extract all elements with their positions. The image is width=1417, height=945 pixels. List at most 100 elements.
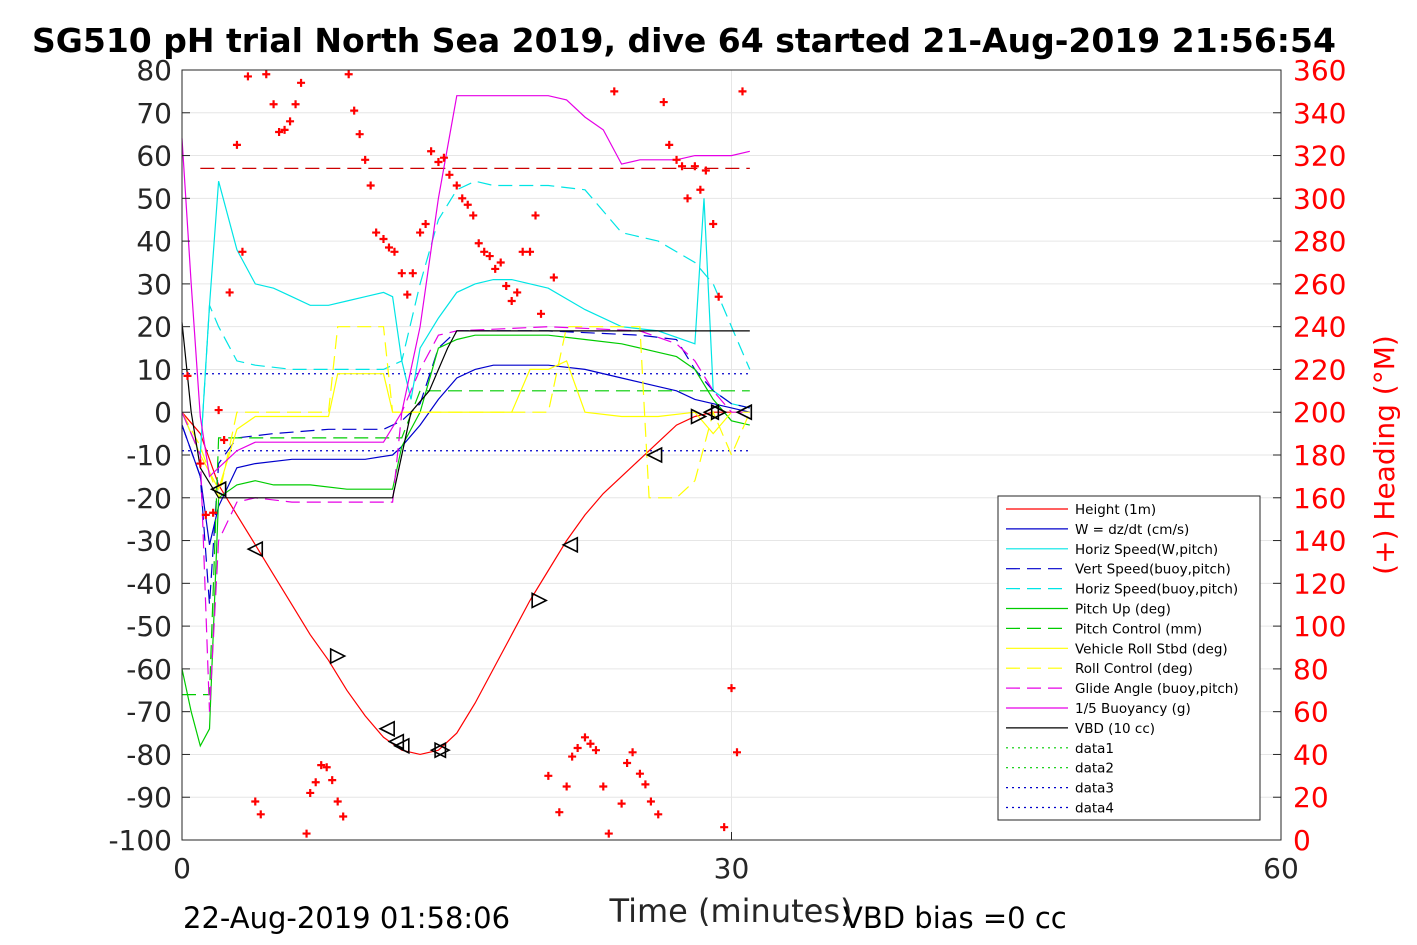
heading-point	[586, 739, 595, 748]
heading-point	[366, 181, 375, 190]
heading-point	[727, 684, 736, 693]
heading-point	[604, 829, 613, 838]
triangle-marker	[429, 741, 447, 759]
triangle-marker	[246, 540, 264, 558]
legend-label: Horiz Speed(W,pitch)	[1075, 542, 1218, 558]
legend-label: data3	[1075, 781, 1114, 797]
markers	[183, 70, 753, 838]
heading-point	[474, 239, 483, 248]
heading-point	[635, 769, 644, 778]
triangle-marker	[434, 741, 451, 759]
right-tick-label: 0	[1293, 824, 1311, 857]
heading-point	[696, 185, 705, 194]
left-tick-label: -60	[126, 653, 172, 686]
left-tick-label: -100	[108, 824, 172, 857]
legend-label: VBD (10 cc)	[1075, 721, 1155, 737]
left-tick-label: 20	[136, 311, 172, 344]
legend-label: Vert Speed(buoy,pitch)	[1075, 562, 1231, 578]
x-tick-label: 0	[173, 852, 191, 885]
heading-point	[591, 746, 600, 755]
heading-point	[427, 147, 436, 156]
heading-point	[421, 220, 430, 228]
heading-point	[458, 194, 467, 203]
left-tick-label: 70	[136, 97, 172, 130]
heading-point	[286, 117, 295, 126]
heading-point	[452, 181, 461, 190]
legend-label: Pitch Up (deg)	[1075, 602, 1171, 618]
heading-point	[384, 243, 393, 252]
series-line-4	[181, 180, 751, 456]
heading-point	[311, 778, 320, 787]
left-tick-label: 40	[136, 225, 172, 258]
series-line-10	[181, 95, 750, 478]
heading-point	[350, 106, 359, 115]
right-tick-label: 20	[1293, 781, 1329, 814]
heading-point	[518, 247, 527, 256]
legend-label: W = dz/dt (cm/s)	[1075, 522, 1189, 538]
left-tick-label: 50	[136, 182, 172, 215]
heading-point	[549, 273, 558, 282]
heading-point	[573, 744, 582, 753]
x-axis-label: Time (minutes)	[609, 892, 853, 930]
heading-point	[714, 292, 723, 301]
heading-point	[641, 780, 650, 789]
triangle-marker	[393, 737, 410, 755]
heading-point	[201, 510, 210, 519]
right-tick-label: 40	[1293, 738, 1329, 771]
heading-point	[485, 252, 494, 261]
heading-point	[238, 247, 247, 256]
right-tick-label: 180	[1293, 439, 1346, 472]
heading-point	[333, 797, 342, 806]
heading-point	[654, 810, 663, 819]
heading-point	[568, 752, 577, 761]
right-tick-label: 80	[1293, 653, 1329, 686]
heading-point	[225, 288, 234, 297]
left-axis-ticks: 80 70 60 50 40 30 20 10 0 -10 -20 -30 -40 -50 -60 -70 -8…	[108, 54, 190, 857]
right-tick-label: 140	[1293, 525, 1346, 558]
x-axis-ticks: 0 30 60	[173, 832, 1299, 885]
legend-box	[997, 495, 1261, 821]
triangle-marker	[378, 720, 395, 738]
right-tick-label: 300	[1293, 182, 1346, 215]
heading-point	[416, 228, 425, 237]
heading-point	[659, 98, 668, 107]
heading-point	[469, 211, 478, 220]
heading-point	[232, 140, 241, 149]
heading-point	[183, 371, 192, 380]
x-tick-label: 30	[714, 852, 750, 885]
heading-point	[317, 761, 326, 770]
heading-point	[355, 130, 364, 139]
heading-point	[617, 799, 626, 808]
heading-point	[580, 733, 589, 742]
right-tick-label: 340	[1293, 97, 1346, 130]
right-tick-label: 320	[1293, 140, 1346, 173]
heading-point	[408, 269, 417, 278]
heading-point	[339, 812, 348, 821]
left-tick-label: -20	[126, 482, 172, 515]
triangle-marker	[329, 647, 347, 665]
heading-point	[445, 170, 454, 179]
heading-point	[390, 247, 399, 256]
left-tick-label: 80	[136, 54, 172, 87]
legend-label: data1	[1075, 741, 1114, 757]
left-tick-label: -50	[126, 610, 172, 643]
heading-point	[297, 78, 306, 87]
right-tick-label: 100	[1293, 610, 1346, 643]
heading-point	[496, 258, 505, 267]
series-line-8	[181, 326, 751, 500]
heading-point	[280, 125, 289, 134]
footer-vbd-bias: VBD bias =0 cc	[843, 901, 1067, 935]
heading-point	[672, 155, 681, 164]
right-tick-label: 120	[1293, 567, 1346, 600]
heading-point	[665, 140, 674, 149]
series-line-0	[181, 411, 732, 756]
heading-point	[262, 70, 271, 79]
legend: Height (1m) W = dz/dt (cm/s) Horiz Speed(W…	[997, 495, 1261, 821]
heading-point	[372, 228, 381, 237]
right-tick-label: 60	[1293, 696, 1329, 729]
left-tick-label: 10	[136, 353, 172, 386]
heading-point	[738, 87, 747, 96]
heading-point	[306, 788, 315, 797]
series-lines	[181, 95, 751, 756]
